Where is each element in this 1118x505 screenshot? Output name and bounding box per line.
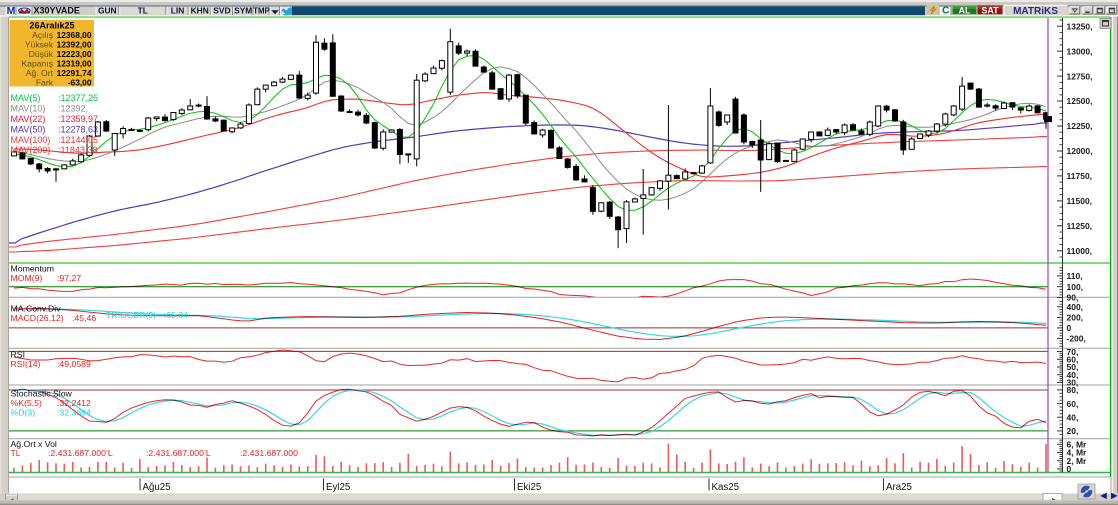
svg-text:Ağu25: Ağu25: [143, 482, 171, 493]
svg-text:TL: TL: [11, 448, 21, 458]
svg-text::32,2412: :32,2412: [57, 398, 91, 408]
svg-text:◄►: ◄►: [1098, 490, 1118, 502]
svg-text:4, Mr: 4, Mr: [1067, 448, 1088, 458]
svg-text:11750,: 11750,: [1067, 171, 1093, 181]
svg-text:11000,: 11000,: [1067, 246, 1093, 256]
svg-text:MAV(5): MAV(5): [11, 93, 41, 103]
svg-text:12392,00: 12392,00: [57, 40, 92, 50]
svg-text:12368,00: 12368,00: [57, 30, 92, 40]
svg-text:Eyl25: Eyl25: [326, 482, 350, 493]
svg-text:MACD(26,12): MACD(26,12): [11, 313, 64, 323]
svg-text:SVD: SVD: [213, 5, 230, 15]
svg-text:60,: 60,: [1067, 355, 1079, 365]
svg-text:Ağ. Ort: Ağ. Ort: [26, 68, 54, 78]
svg-text:Düşük: Düşük: [29, 49, 54, 59]
svg-text:20,: 20,: [1067, 426, 1079, 436]
svg-text:Yüksek: Yüksek: [25, 40, 54, 50]
svg-text:12223,00: 12223,00: [57, 49, 92, 59]
svg-text:Açılış: Açılış: [32, 30, 53, 40]
svg-text:C: C: [942, 5, 949, 16]
svg-text:TL: TL: [138, 5, 148, 15]
svg-text:100,: 100,: [1067, 282, 1084, 292]
svg-text:TRIGGER(9): TRIGGER(9): [106, 310, 156, 320]
svg-text:MA.Conv.Div: MA.Conv.Div: [11, 304, 62, 314]
svg-text:SAT: SAT: [981, 6, 999, 16]
svg-text::45,46: :45,46: [72, 313, 96, 323]
svg-text:MAV(100): MAV(100): [11, 135, 51, 145]
svg-text:X30YVADE: X30YVADE: [34, 6, 80, 16]
svg-text::12377,25: :12377,25: [58, 93, 98, 103]
svg-text::65,04: :65,04: [164, 310, 188, 320]
svg-text:MOM(9): MOM(9): [11, 273, 43, 283]
svg-text:13250,: 13250,: [1067, 21, 1093, 31]
svg-text:0: 0: [1067, 323, 1072, 333]
svg-text:12750,: 12750,: [1067, 71, 1093, 81]
svg-text:12250,: 12250,: [1067, 121, 1093, 131]
svg-text:30,: 30,: [1067, 378, 1079, 388]
svg-text:KHN: KHN: [191, 5, 209, 15]
svg-text:MAV(10): MAV(10): [11, 104, 46, 114]
svg-text:2, Mr: 2, Mr: [1067, 456, 1088, 466]
svg-text:MAV(50): MAV(50): [11, 124, 46, 134]
svg-text:%D(3): %D(3): [11, 408, 36, 418]
svg-text:Momentum: Momentum: [11, 264, 54, 274]
svg-text::2.431.687.000’L: :2.431.687.000’L: [48, 448, 113, 458]
svg-text:11250,: 11250,: [1067, 221, 1093, 231]
svg-text:12319,00: 12319,00: [57, 59, 92, 69]
svg-text::32,3684: :32,3684: [57, 408, 91, 418]
svg-text::12392,: :12392,: [58, 104, 88, 114]
svg-text:11500,: 11500,: [1067, 196, 1093, 206]
svg-text:MATRiKS: MATRiKS: [1013, 6, 1058, 17]
svg-text:-200,: -200,: [1067, 334, 1086, 344]
svg-text::12278,63: :12278,63: [58, 124, 98, 134]
svg-text:12500,: 12500,: [1067, 96, 1093, 106]
svg-text:0: 0: [1067, 464, 1072, 474]
svg-text:13000,: 13000,: [1067, 46, 1093, 56]
svg-text:70,: 70,: [1067, 347, 1079, 357]
svg-text::11843,38: :11843,38: [58, 145, 97, 155]
svg-text:Ara25: Ara25: [886, 482, 912, 493]
svg-text:MAV(200): MAV(200): [11, 145, 51, 155]
svg-text:RSI(14): RSI(14): [11, 359, 41, 369]
svg-text:%K(5,5): %K(5,5): [11, 398, 42, 408]
svg-text::12359,97: :12359,97: [58, 114, 98, 124]
svg-text::97,27: :97,27: [57, 273, 81, 283]
svg-text:200,: 200,: [1067, 313, 1084, 323]
svg-text:6, Mr: 6, Mr: [1067, 440, 1088, 450]
svg-text:40,: 40,: [1067, 370, 1079, 380]
svg-text:SYM: SYM: [234, 5, 252, 15]
svg-text:Stochastic.Slow: Stochastic.Slow: [11, 389, 73, 399]
svg-text::49,0589: :49,0589: [57, 359, 91, 369]
svg-text:Kas25: Kas25: [712, 482, 739, 493]
svg-text::2.431.687.000’L: :2.431.687.000’L: [146, 448, 211, 458]
svg-text:AL: AL: [959, 6, 971, 16]
svg-text:M: M: [7, 5, 16, 17]
svg-text:RSI: RSI: [11, 350, 25, 360]
svg-text:Ağ.Ort x Vol: Ağ.Ort x Vol: [11, 439, 57, 449]
svg-text:110,: 110,: [1067, 271, 1083, 281]
svg-text:12000,: 12000,: [1067, 146, 1093, 156]
svg-text::2.431.687.000: :2.431.687.000: [240, 448, 298, 458]
svg-text::12144,05: :12144,05: [58, 135, 98, 145]
svg-text:-63,00: -63,00: [68, 78, 92, 88]
svg-text:LIN: LIN: [171, 5, 185, 15]
svg-text:Fark: Fark: [36, 78, 54, 88]
svg-text:60,: 60,: [1067, 399, 1079, 409]
svg-text:40,: 40,: [1067, 412, 1079, 422]
svg-text:Kapanış: Kapanış: [21, 59, 53, 69]
svg-text:MAV(22): MAV(22): [11, 114, 46, 124]
svg-text:GUN: GUN: [98, 5, 117, 15]
svg-text:400,: 400,: [1067, 302, 1084, 312]
svg-text:90,: 90,: [1067, 293, 1079, 303]
svg-text:Eki25: Eki25: [517, 482, 541, 493]
svg-text:TMP: TMP: [253, 6, 269, 15]
svg-text:50,: 50,: [1067, 362, 1079, 372]
svg-text:80,: 80,: [1067, 385, 1079, 395]
svg-text:26Aralık25: 26Aralık25: [29, 21, 74, 31]
svg-text:12291,74: 12291,74: [57, 68, 92, 78]
